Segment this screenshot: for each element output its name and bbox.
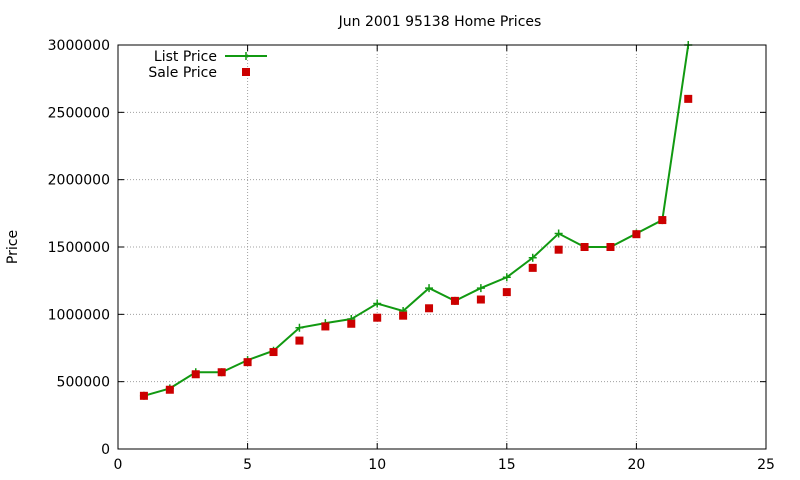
sale-price-point bbox=[684, 94, 693, 103]
list-price-point bbox=[554, 229, 563, 238]
sale-price-point bbox=[399, 311, 408, 320]
x-tick-label: 5 bbox=[243, 457, 252, 473]
sale-price-legend-label: Sale Price bbox=[148, 65, 217, 81]
sale-price-legend-marker bbox=[242, 68, 250, 76]
grid bbox=[118, 45, 766, 449]
sale-price-point bbox=[554, 245, 563, 254]
sale-price-point bbox=[295, 336, 304, 345]
sale-price-point bbox=[165, 385, 174, 394]
sale-price-point bbox=[528, 263, 537, 272]
sale-price-point bbox=[502, 288, 511, 297]
y-tick-label: 2500000 bbox=[48, 105, 110, 121]
sale-price-point bbox=[191, 370, 200, 379]
sale-price-point bbox=[450, 296, 459, 305]
sale-price-point bbox=[606, 243, 615, 251]
sale-price-point bbox=[347, 319, 356, 328]
list-price-legend-label: List Price bbox=[154, 49, 217, 65]
chart-title: Jun 2001 95138 Home Prices bbox=[338, 14, 542, 30]
list-price-point bbox=[476, 284, 485, 293]
y-tick-label: 2000000 bbox=[48, 173, 110, 189]
plot-frame bbox=[117, 44, 767, 450]
x-tick-label: 0 bbox=[114, 457, 123, 473]
sale-price-point bbox=[217, 368, 226, 377]
y-tick-label: 1000000 bbox=[48, 307, 110, 323]
sale-price-point bbox=[269, 348, 278, 357]
list-price-point bbox=[425, 284, 434, 293]
sale-price-point bbox=[243, 358, 252, 367]
y-axis-label: Price bbox=[5, 230, 21, 264]
x-tick-label: 20 bbox=[627, 457, 645, 473]
list-price-point bbox=[502, 273, 511, 282]
sale-price-point bbox=[476, 295, 485, 304]
axis-ticks: 0 5 10 15 20 25 0 500000 1000000 1500000 2000000 25… bbox=[48, 38, 775, 473]
x-tick-label: 15 bbox=[498, 457, 516, 473]
list-price-line bbox=[143, 44, 690, 397]
sale-price-point bbox=[632, 230, 641, 239]
list-price-point bbox=[373, 299, 382, 308]
y-tick-label: 1500000 bbox=[48, 240, 110, 256]
y-tick-label: 0 bbox=[101, 442, 110, 458]
y-tick-label: 500000 bbox=[57, 375, 110, 391]
list-price-legend-marker bbox=[242, 52, 250, 60]
sale-price-point bbox=[425, 304, 434, 313]
sale-price-point bbox=[658, 216, 667, 225]
list-price-point bbox=[528, 253, 537, 262]
x-tick-label: 25 bbox=[757, 457, 775, 473]
x-tick-label: 10 bbox=[368, 457, 386, 473]
list-price-point bbox=[295, 323, 304, 332]
sale-price-point bbox=[321, 322, 330, 331]
sale-price-point bbox=[373, 313, 382, 322]
sale-price-point bbox=[139, 391, 148, 400]
y-tick-label: 3000000 bbox=[48, 38, 110, 54]
plot-area bbox=[139, 41, 693, 400]
sale-price-point bbox=[580, 243, 589, 251]
